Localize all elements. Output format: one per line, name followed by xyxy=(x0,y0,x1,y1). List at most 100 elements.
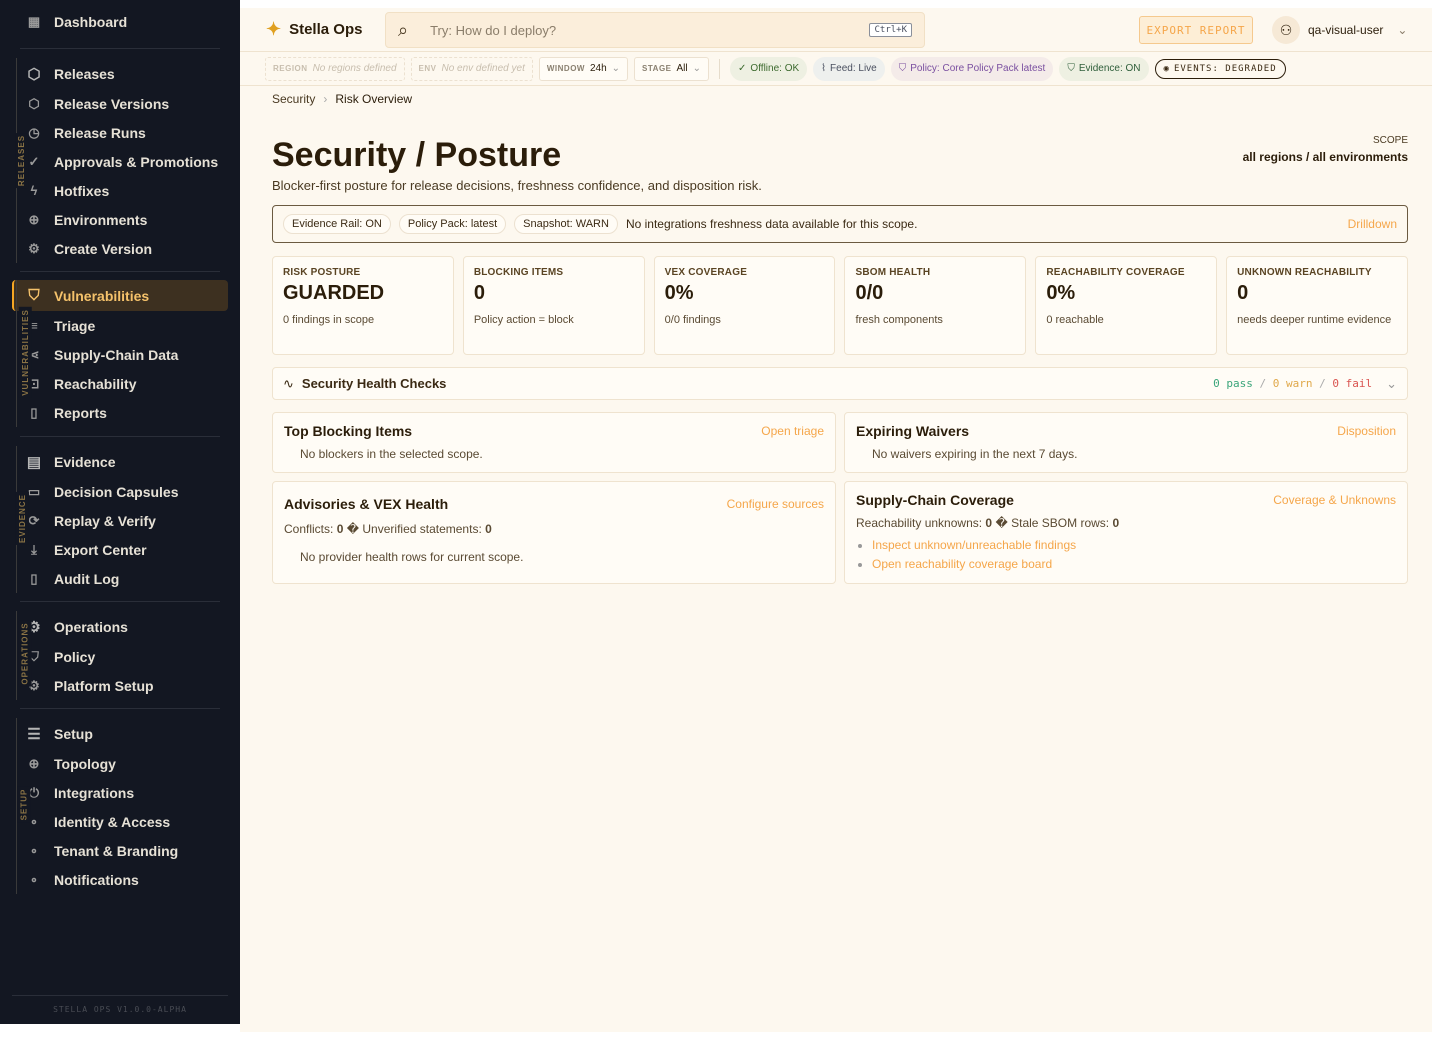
disposition-link[interactable]: Disposition xyxy=(1337,424,1396,438)
sidebar-item-vulnerabilities[interactable]: ⛉ Vulnerabilities xyxy=(12,280,228,311)
separator: � xyxy=(346,522,360,536)
evidence-rail-pill: Evidence Rail: ON xyxy=(283,214,391,234)
check-circle-icon: ✓ xyxy=(28,153,40,169)
record-icon: ◉ xyxy=(1163,63,1170,74)
coverage-unknowns-link[interactable]: Coverage & Unknowns xyxy=(1273,493,1396,507)
detail: 0 findings in scope xyxy=(283,314,375,326)
list-item: Inspect unknown/unreachable findings xyxy=(872,536,1396,555)
sidebar-item-reports[interactable]: ▯ Reports xyxy=(16,398,228,427)
pass-count: 0 pass xyxy=(1213,377,1253,390)
panel-title: Supply-Chain Coverage xyxy=(856,492,1014,508)
power-icon: ⏻ xyxy=(28,784,40,800)
rail-message: No integrations freshness data available… xyxy=(625,217,918,231)
label: Stale SBOM rows: xyxy=(1011,516,1110,530)
label: Reachability unknowns: xyxy=(856,516,983,530)
value: 0% xyxy=(664,282,694,304)
sidebar-item-setup[interactable]: ☰ Setup xyxy=(16,718,228,749)
divider xyxy=(719,58,721,79)
sidebar-item-platform-setup[interactable]: ⚙ Platform Setup xyxy=(16,671,228,700)
window-select[interactable]: WINDOW 24h ⌄ xyxy=(538,56,629,81)
drilldown-link[interactable]: Drilldown xyxy=(1347,217,1397,231)
kpi-card-reachability-coverage: REACHABILITY COVERAGE 0% 0 reachable xyxy=(1035,256,1218,355)
empty-state: No blockers in the selected scope. xyxy=(300,447,483,461)
sidebar-item-reachability[interactable]: ⊡ Reachability xyxy=(16,369,228,398)
sidebar-item-dashboard[interactable]: ▦ Dashboard xyxy=(26,14,127,30)
chevron-down-icon: ⌄ xyxy=(1386,375,1397,391)
region-filter[interactable]: REGION No regions defined xyxy=(265,56,405,81)
search-input[interactable]: ⌕ Try: How do I deploy? Ctrl+K xyxy=(385,12,925,48)
label: Audit Log xyxy=(54,570,120,587)
sidebar-item-evidence[interactable]: ▤ Evidence xyxy=(16,446,228,477)
sidebar-item-replay[interactable]: ⟳ Replay & Verify xyxy=(16,506,228,535)
sidebar-item-export-center[interactable]: ⤓ Export Center xyxy=(16,535,228,564)
breadcrumb-security[interactable]: Security xyxy=(272,92,316,106)
user-menu[interactable]: ⚇ qa-visual-user ⌄ xyxy=(1272,16,1407,44)
policy-status-chip[interactable]: ⛉ Policy: Core Policy Pack latest xyxy=(890,56,1054,81)
group-vulnerabilities: VULNERABILITIES ⛉ Vulnerabilities ≡ Triage… xyxy=(12,280,228,427)
logo-icon: ✦ xyxy=(266,19,282,39)
sidebar-item-hotfixes[interactable]: ϟ Hotfixes xyxy=(16,176,228,205)
events-status-chip[interactable]: ◉ EVENTS: DEGRADED xyxy=(1154,58,1286,79)
inspect-unknown-link[interactable]: Inspect unknown/unreachable findings xyxy=(872,538,1077,552)
sidebar-item-audit-log[interactable]: ▯ Audit Log xyxy=(16,564,228,593)
label: Policy: Core Policy Pack latest xyxy=(910,63,1046,74)
sidebar-item-policy[interactable]: ⛉ Policy xyxy=(16,642,228,671)
sidebar-item-decision-capsules[interactable]: ▭ Decision Capsules xyxy=(16,477,228,506)
book-icon: ▯ xyxy=(30,570,38,586)
stage-select[interactable]: STAGE All ⌄ xyxy=(634,56,710,81)
label: Release Runs xyxy=(54,124,146,141)
shortcut-hint: Ctrl+K xyxy=(869,23,912,37)
gear-icon: ⚙ xyxy=(28,677,40,693)
value: All xyxy=(676,63,688,74)
offline-status-chip[interactable]: ✓ Offline: OK xyxy=(730,56,808,81)
sidebar-item-notifications[interactable]: ∘ Notifications xyxy=(16,865,228,894)
sidebar-item-integrations[interactable]: ⏻ Integrations xyxy=(16,778,228,807)
list-icon: ≡ xyxy=(30,318,38,333)
list-item: Open reachability coverage board xyxy=(872,555,1396,574)
sidebar-item-releases[interactable]: ⬡ Releases xyxy=(16,58,228,89)
value: 0/0 xyxy=(855,282,884,304)
bolt-icon: ϟ xyxy=(30,183,38,198)
separator: / xyxy=(1319,377,1326,390)
shield-icon: ⛉ xyxy=(29,648,39,664)
sidebar-item-operations[interactable]: ⚙ Operations xyxy=(16,611,228,642)
sidebar-item-approvals[interactable]: ✓ Approvals & Promotions xyxy=(16,147,228,176)
health-title: Security Health Checks xyxy=(301,376,447,391)
label: Reports xyxy=(54,404,107,421)
group-label: OPERATIONS xyxy=(18,620,32,687)
sidebar-item-create-version[interactable]: ⚙ Create Version xyxy=(16,234,228,263)
brand[interactable]: ✦ Stella Ops xyxy=(266,19,386,40)
rail xyxy=(16,611,17,700)
page-subtitle: Blocker-first posture for release decisi… xyxy=(272,178,762,193)
env-filter[interactable]: ENV No env defined yet xyxy=(410,56,533,81)
sidebar-item-tenant[interactable]: ∘ Tenant & Branding xyxy=(16,836,228,865)
topbar: ✦ Stella Ops ⌕ Try: How do I deploy? Ctrl+K… xyxy=(240,8,1432,52)
value: 0 xyxy=(1237,282,1249,304)
security-health-checks[interactable]: ∿ Security Health Checks 0 pass / 0 warn… xyxy=(272,367,1408,400)
label: Integrations xyxy=(54,784,135,801)
value: No regions defined xyxy=(312,63,397,74)
detail: fresh components xyxy=(855,314,943,326)
divider xyxy=(20,601,220,602)
evidence-status-chip[interactable]: ⛉ Evidence: ON xyxy=(1059,56,1149,81)
divider xyxy=(20,48,220,49)
advisory-stats: Conflicts: 0 � Unverified statements: 0 xyxy=(284,522,824,536)
export-report-button[interactable]: EXPORT REPORT xyxy=(1139,16,1253,44)
kpi-card-vex-coverage: VEX COVERAGE 0% 0/0 findings xyxy=(653,256,836,355)
value: 0% xyxy=(1046,282,1076,304)
sidebar-item-identity[interactable]: ∘ Identity & Access xyxy=(16,807,228,836)
rail xyxy=(16,718,17,894)
reachability-board-link[interactable]: Open reachability coverage board xyxy=(872,557,1053,571)
open-triage-link[interactable]: Open triage xyxy=(761,424,824,438)
label: Supply-Chain Data xyxy=(54,346,179,363)
sidebar-item-triage[interactable]: ≡ Triage xyxy=(16,311,228,340)
feed-status-chip[interactable]: ⌇ Feed: Live xyxy=(813,56,885,81)
sidebar-item-release-versions[interactable]: ⬡ Release Versions xyxy=(16,89,228,118)
configure-sources-link[interactable]: Configure sources xyxy=(726,497,824,511)
sidebar-item-supply-chain[interactable]: ⋖ Supply-Chain Data xyxy=(16,340,228,369)
sidebar-item-environments[interactable]: ⊕ Environments xyxy=(16,205,228,234)
sidebar-item-topology[interactable]: ⊕ Topology xyxy=(16,749,228,778)
label: Feed: Live xyxy=(830,63,877,74)
value: 0 xyxy=(473,282,485,304)
sidebar-item-release-runs[interactable]: ◷ Release Runs xyxy=(16,118,228,147)
